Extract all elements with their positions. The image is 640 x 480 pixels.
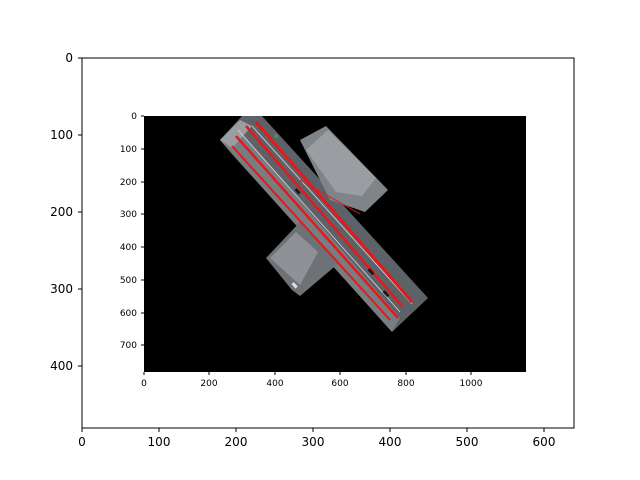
inner-x-tick-label: 600 — [331, 379, 348, 389]
inner-y-tick-label: 500 — [120, 276, 137, 286]
outer-x-tick-label: 600 — [533, 435, 556, 449]
inner-y-tick-label: 400 — [120, 243, 137, 253]
outer-y-axis: 0 100 200 300 400 — [50, 51, 82, 373]
inner-x-tick-label: 200 — [200, 379, 217, 389]
aerial-road-intersection-image — [144, 116, 526, 372]
outer-x-tick-label: 100 — [148, 435, 171, 449]
inner-y-axis: 0 100 200 300 400 500 600 700 — [120, 112, 144, 351]
outer-y-tick-label: 200 — [50, 205, 73, 219]
outer-x-tick-label: 300 — [302, 435, 325, 449]
inner-y-tick-label: 0 — [131, 112, 137, 122]
outer-y-tick-label: 0 — [65, 51, 73, 65]
inner-x-tick-label: 1000 — [460, 379, 483, 389]
inner-y-tick-label: 200 — [120, 178, 137, 188]
outer-x-tick-label: 400 — [379, 435, 402, 449]
inner-y-tick-label: 700 — [120, 341, 137, 351]
outer-x-tick-label: 500 — [456, 435, 479, 449]
inner-x-tick-label: 0 — [141, 379, 147, 389]
outer-y-tick-label: 100 — [50, 128, 73, 142]
inner-x-axis: 0 200 400 600 800 1000 — [141, 372, 483, 389]
outer-x-tick-label: 0 — [78, 435, 86, 449]
outer-y-tick-label: 300 — [50, 282, 73, 296]
inner-y-tick-label: 300 — [120, 210, 137, 220]
inner-y-tick-label: 100 — [120, 145, 137, 155]
outer-y-tick-label: 400 — [50, 359, 73, 373]
outer-x-tick-label: 200 — [225, 435, 248, 449]
inner-x-tick-label: 400 — [266, 379, 283, 389]
outer-x-axis: 0 100 200 300 400 500 600 — [78, 428, 555, 449]
inner-x-tick-label: 800 — [397, 379, 414, 389]
inner-y-tick-label: 600 — [120, 309, 137, 319]
